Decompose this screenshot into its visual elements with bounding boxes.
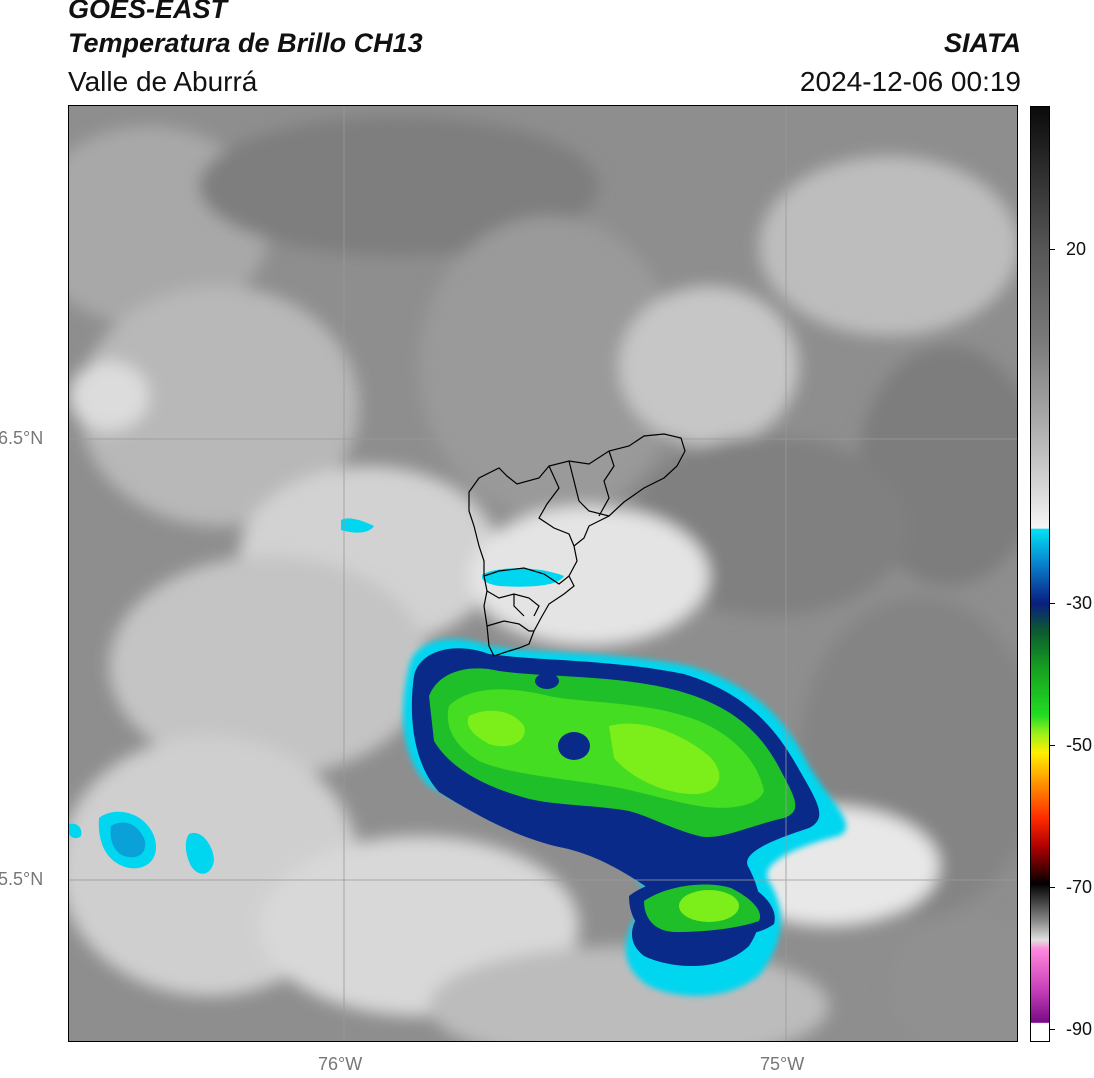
colorbar-tick-label: 20: [1066, 239, 1087, 259]
product-title: Temperatura de Brillo CH13: [68, 28, 423, 58]
colorbar-tick-label: -50: [1066, 735, 1093, 755]
region-label: Valle de Aburrá: [68, 66, 258, 97]
brightness-temperature-field: [69, 106, 1017, 1041]
longitude-label: 75°W: [760, 1054, 805, 1074]
valle-de-aburra-boundaries: [468, 433, 686, 657]
latitude-label: 6.5°N: [0, 428, 44, 448]
convective-cloud-cluster: [69, 518, 847, 996]
satellite-map[interactable]: [68, 105, 1018, 1042]
colorbar-tick-label: -70: [1066, 877, 1093, 897]
latitude-label: 5.5°N: [0, 869, 44, 889]
colorbar-tick-label: -30: [1066, 593, 1093, 613]
datetime-label: 2024-12-06 00:19: [799, 66, 1021, 97]
agency-label: SIATA: [944, 28, 1021, 58]
colorbar-tick-label: -90: [1066, 1019, 1093, 1039]
graticule: [69, 106, 1017, 1041]
satellite-title: GOES-EAST: [68, 0, 228, 24]
longitude-label: 76°W: [318, 1054, 363, 1074]
temperature-colorbar: [1030, 106, 1050, 1042]
cloud-gray-layer: [69, 116, 1017, 1041]
